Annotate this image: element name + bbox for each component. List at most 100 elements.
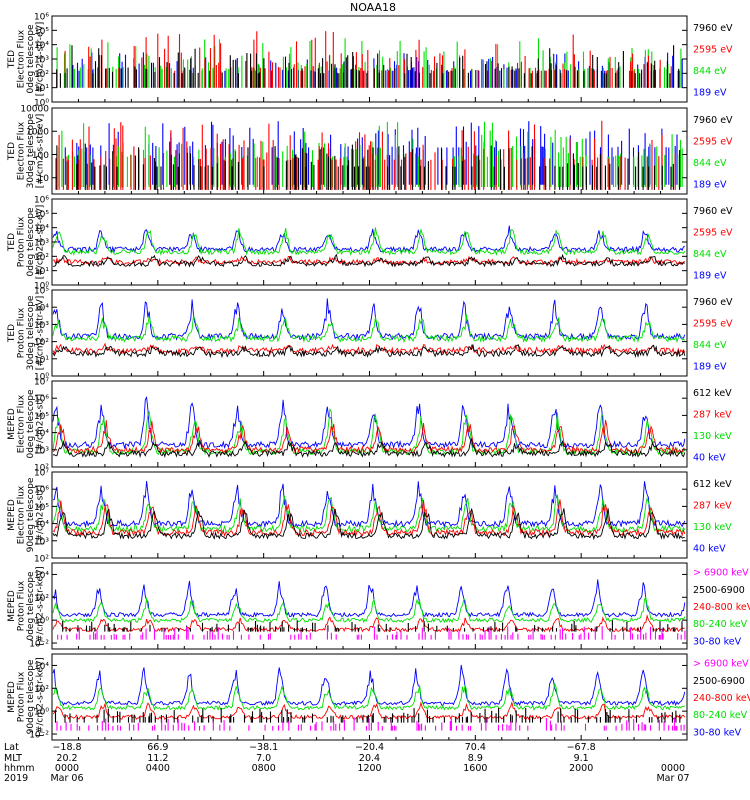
legend-entry: > 6900 keV — [693, 659, 749, 670]
y-tick-label: 10⁷ — [34, 378, 49, 388]
x-axis-hhmm-label: 0000 — [661, 763, 685, 774]
legend-entry: 612 keV — [693, 479, 732, 490]
series-line-green — [52, 408, 686, 456]
y-tick-label: 10⁰ — [34, 373, 49, 383]
x-axis-lat-label: −18.8 — [52, 742, 81, 753]
x-axis-date-label: Mar 06 — [50, 773, 83, 784]
series-line-black — [52, 508, 685, 541]
legend-entry: 2595 eV — [693, 318, 733, 329]
y-axis-label: MEPEDElectron Flux90deg telescope[#/cm2-… — [7, 477, 46, 552]
series-line-blue — [52, 664, 686, 707]
series-line-black — [52, 437, 686, 458]
y-tick-label: 10⁴ — [34, 224, 49, 234]
x-axis-lat-label: 66.9 — [147, 742, 168, 753]
x-axis-lat-label: −38.1 — [249, 742, 278, 753]
legend-entry: 7960 eV — [693, 206, 733, 217]
y-tick-label: 10⁰ — [34, 282, 49, 292]
x-axis-row-label: 2019 — [4, 773, 28, 784]
legend-entry: 130 keV — [693, 522, 732, 533]
legend-entry: 2595 eV — [693, 136, 733, 147]
y-tick-label: 10² — [34, 685, 49, 695]
legend-entry: 189 eV — [693, 87, 727, 98]
y-tick-label: 10⁵ — [34, 412, 49, 422]
series-line-magenta — [56, 717, 685, 731]
legend-entry: 189 eV — [693, 270, 727, 281]
x-axis-mlt-label: 20.2 — [56, 753, 77, 764]
y-tick-label: 10⁵ — [34, 287, 49, 297]
x-axis-mlt-label: 8.9 — [468, 753, 483, 764]
series-line-green — [52, 595, 686, 624]
series-line-red — [52, 255, 686, 267]
y-tick-label: 10⁻² — [29, 731, 49, 741]
series-line-red — [56, 31, 680, 88]
x-axis-hhmm-label: 0000 — [55, 763, 79, 774]
y-tick-label: 10⁻² — [29, 640, 49, 650]
legend-entry: 30-80 keV — [693, 727, 742, 738]
y-tick-label: 10² — [34, 594, 49, 604]
y-tick-label: 10⁵ — [34, 503, 49, 513]
legend-entry: 844 eV — [693, 66, 727, 77]
y-tick-label: 10⁰ — [34, 708, 49, 718]
legend-entry: 7960 eV — [693, 297, 733, 308]
legend-entry: 40 keV — [693, 543, 726, 554]
legend-entry: > 6900 keV — [693, 568, 749, 579]
legend-entry: 80-240 keV — [693, 619, 748, 630]
y-tick-label: 10¹ — [34, 267, 49, 277]
y-axis-label: TEDElectron Flux30deg telescope[#/cm2-s-… — [7, 113, 46, 188]
legend-entry: 40 keV — [693, 452, 726, 463]
series-line-black — [56, 143, 681, 190]
x-axis-mlt-label: 7.0 — [256, 753, 271, 764]
y-tick-label: 10⁵ — [34, 27, 49, 37]
y-axis-label: TEDProton Flux30deg telescope[#/cm2-s-st… — [7, 295, 46, 370]
legend-entry: 7960 eV — [693, 115, 733, 126]
legend-entry: 189 eV — [693, 361, 727, 372]
series-line-black — [62, 620, 683, 632]
legend-entry: 287 keV — [693, 409, 732, 420]
x-axis-row-label: Lat — [4, 742, 19, 753]
series-line-blue — [52, 225, 685, 254]
legend-entry: 240-800 keV — [693, 602, 750, 613]
series-line-blue — [52, 480, 686, 529]
y-tick-label: 10⁰ — [34, 617, 49, 627]
series-line-blue — [52, 298, 686, 341]
series-line-black — [54, 708, 681, 723]
y-tick-label: 10³ — [34, 446, 49, 456]
x-axis-hhmm-label: 2000 — [569, 763, 593, 774]
y-axis-label: TEDElectron Flux0deg telescope[#/cm2-s-s… — [7, 22, 46, 97]
x-axis-row-label: hhmm — [4, 763, 35, 774]
y-tick-label: 100 — [32, 151, 49, 161]
y-tick-label: 10⁷ — [34, 469, 49, 479]
y-tick-label: 10⁵ — [34, 210, 49, 220]
legend-entry: 844 eV — [693, 340, 727, 351]
legend-entry: 2500-6900 — [693, 676, 745, 687]
panel-frame — [51, 562, 688, 650]
y-tick-label: 10³ — [34, 537, 49, 547]
y-axis-label: MEPEDProton Flux90deg telescope[#/cm2-s-… — [7, 657, 46, 736]
legend-entry: 189 eV — [693, 179, 727, 190]
x-axis-row-label: MLT — [4, 753, 22, 764]
series-line-green — [52, 683, 686, 711]
y-tick-label: 10⁴ — [34, 571, 49, 581]
y-axis-label: TEDProton Flux0deg telescope[#/cm2-s-str… — [7, 205, 46, 280]
series-line-red — [52, 614, 685, 633]
legend-entry: 80-240 keV — [693, 710, 748, 721]
y-tick-label: 10⁰ — [34, 99, 49, 109]
x-axis-hhmm-label: 0400 — [146, 763, 170, 774]
y-tick-label: 10¹ — [34, 355, 49, 365]
series-line-black — [53, 253, 686, 268]
x-axis-hhmm-label: 1600 — [463, 763, 487, 774]
y-tick-label: 10³ — [34, 56, 49, 66]
y-tick-label: 10 — [38, 174, 50, 184]
y-axis-label: MEPEDElectron Flux0deg telescope[#/cm2-s… — [7, 389, 46, 459]
y-tick-label: 10⁶ — [34, 13, 49, 23]
y-tick-label: 10² — [34, 70, 49, 80]
y-tick-label: 10² — [34, 338, 49, 348]
series-line-black — [56, 45, 680, 88]
